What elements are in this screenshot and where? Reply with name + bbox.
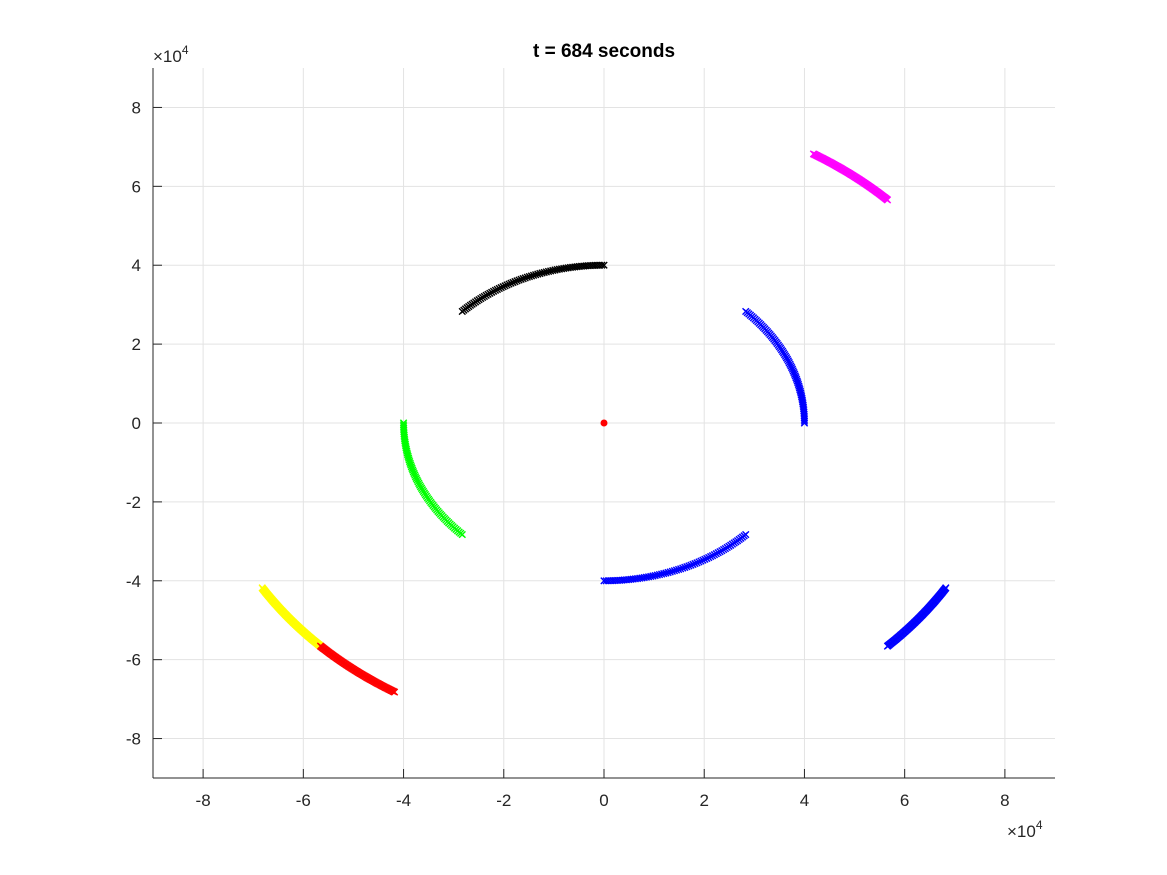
center-point xyxy=(600,419,608,427)
data-point xyxy=(742,530,750,539)
data-point xyxy=(666,568,674,576)
data-point xyxy=(691,559,699,568)
y-tick-label: -8 xyxy=(126,730,141,749)
data-point xyxy=(685,562,693,570)
series-7-markers xyxy=(883,584,950,650)
data-point xyxy=(689,560,697,569)
data-series xyxy=(258,150,950,696)
data-point xyxy=(523,273,531,281)
data-point xyxy=(495,284,503,293)
y-tick-label: 8 xyxy=(132,98,141,117)
data-point xyxy=(660,569,668,578)
series-2-markers xyxy=(399,419,466,539)
x-tick-label: 6 xyxy=(900,791,909,810)
data-point xyxy=(458,530,466,539)
data-point xyxy=(538,269,546,277)
data-point xyxy=(598,261,606,269)
data-point xyxy=(693,559,701,567)
data-point xyxy=(534,270,542,278)
data-point xyxy=(695,558,703,566)
x-tick-label: 4 xyxy=(800,791,809,810)
series-0-markers xyxy=(458,261,608,316)
data-point xyxy=(701,555,709,564)
data-point xyxy=(683,562,691,571)
data-point xyxy=(503,281,511,289)
y-exponent-power: 4 xyxy=(182,43,189,57)
x-tick-label: -4 xyxy=(396,791,411,810)
series-4-markers xyxy=(258,584,325,650)
series-5-markers xyxy=(809,150,892,204)
data-point xyxy=(687,561,695,569)
data-point xyxy=(513,277,521,285)
data-point xyxy=(672,566,681,574)
data-point xyxy=(679,564,687,572)
data-point xyxy=(507,279,515,287)
data-point xyxy=(600,261,608,269)
series-6-markers xyxy=(316,642,399,696)
data-point xyxy=(497,283,505,292)
data-point xyxy=(681,563,689,572)
x-exponent-power: 4 xyxy=(1036,818,1043,832)
data-point xyxy=(536,269,544,278)
series-3-markers xyxy=(600,530,750,585)
data-point xyxy=(800,419,809,427)
data-point xyxy=(800,417,809,425)
data-point xyxy=(674,565,683,574)
data-point xyxy=(664,568,672,577)
y-tick-label: 0 xyxy=(132,414,141,433)
data-point xyxy=(670,567,679,575)
x-tick-label: 2 xyxy=(699,791,708,810)
data-point xyxy=(527,272,536,280)
y-tick-label: -2 xyxy=(126,493,141,512)
data-point xyxy=(883,196,892,204)
data-point xyxy=(942,584,950,592)
y-tick-label: -4 xyxy=(126,572,141,591)
tick-labels: -8 -6 -4 -2 0 2 4 6 8 -8 -6 -4 -2 0 2 4 6 8 xyxy=(126,98,1010,810)
data-point xyxy=(657,570,666,578)
data-point xyxy=(521,274,529,282)
data-point xyxy=(699,556,707,564)
x-tick-label: -2 xyxy=(496,791,511,810)
data-point xyxy=(515,276,523,284)
data-point xyxy=(499,282,507,291)
x-axis-exponent: ×104 xyxy=(1007,818,1043,841)
x-tick-label: -8 xyxy=(196,791,211,810)
data-point xyxy=(529,271,538,279)
data-point xyxy=(519,274,527,283)
x-tick-label: 0 xyxy=(599,791,608,810)
data-point xyxy=(677,565,685,573)
data-point xyxy=(509,278,517,287)
data-point xyxy=(511,277,519,286)
series-1-markers xyxy=(742,307,809,427)
x-tick-label: 8 xyxy=(1000,791,1009,810)
data-point xyxy=(531,270,540,279)
data-point xyxy=(703,554,711,563)
y-tick-label: -6 xyxy=(126,651,141,670)
y-axis-exponent: ×104 xyxy=(153,43,189,66)
x-exponent-base: ×10 xyxy=(1007,822,1036,841)
axes xyxy=(152,68,1055,779)
chart-title: t = 684 seconds xyxy=(533,41,675,62)
x-tick-label: -6 xyxy=(296,791,311,810)
data-point xyxy=(668,567,677,576)
data-point xyxy=(662,569,670,577)
data-point xyxy=(505,280,513,288)
data-point xyxy=(390,688,399,696)
y-tick-label: 4 xyxy=(132,256,141,275)
data-point xyxy=(697,557,705,565)
data-point xyxy=(517,275,525,284)
y-exponent-base: ×10 xyxy=(153,47,182,66)
y-tick-label: 6 xyxy=(132,177,141,196)
data-point xyxy=(525,272,534,281)
data-point xyxy=(501,282,509,290)
y-tick-label: 2 xyxy=(132,335,141,354)
